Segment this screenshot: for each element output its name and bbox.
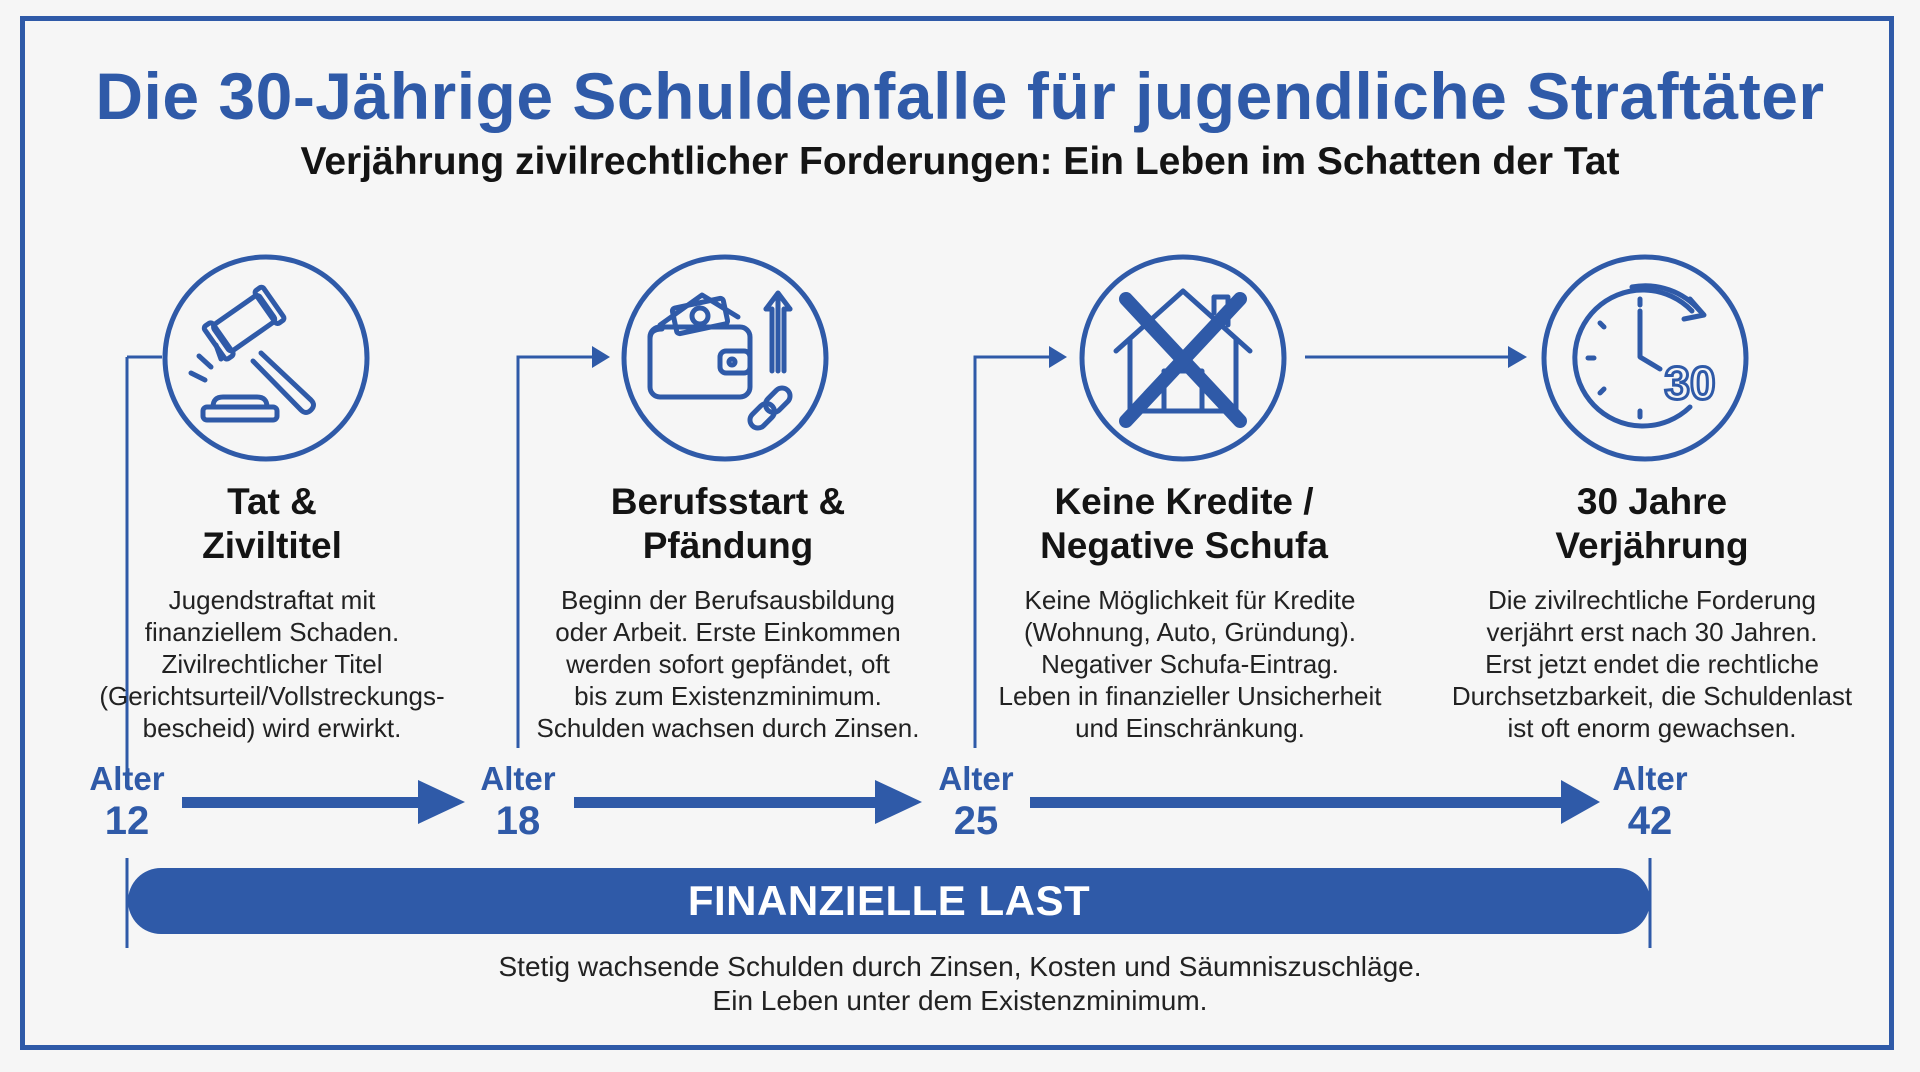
stage3-connector — [973, 355, 1055, 748]
stage3-description: Keine Möglichkeit für Kredite (Wohnung, … — [998, 585, 1382, 743]
wallet-chain-icon — [620, 253, 830, 463]
stage2-title: Berufsstart & Pfändung — [610, 481, 846, 566]
page-subtitle: Verjährung zivilrechtlicher Forderungen:… — [300, 140, 1620, 183]
crossed-house-icon — [1078, 253, 1288, 463]
stage2-connector — [516, 355, 598, 748]
age-arrow-18-25 — [574, 780, 922, 824]
stage2-arrowhead — [592, 346, 610, 368]
stage4-title: 30 Jahre Verjährung — [1555, 481, 1749, 566]
stage2-description: Beginn der Berufsausbildung oder Arbeit.… — [536, 585, 920, 743]
stage1-title: Tat & Ziviltitel — [202, 481, 342, 566]
age-label-25: Alter 25 — [938, 760, 1014, 843]
infographic-frame — [20, 16, 1894, 1050]
stage3-arrowhead — [1049, 346, 1067, 368]
stage3-title: Keine Kredite / Negative Schufa — [1040, 481, 1328, 566]
age-arrow-12-18 — [182, 780, 465, 824]
financial-burden-description: Stetig wachsende Schulden durch Zinsen, … — [498, 951, 1422, 1016]
clock-number: 30 — [1664, 357, 1715, 409]
stage4-arrowhead — [1508, 346, 1527, 368]
age-arrow-25-42 — [1030, 780, 1600, 824]
financial-burden-bar: FINANZIELLE LAST — [128, 868, 1650, 934]
age-label-12: Alter 12 — [89, 760, 165, 843]
age-label-18: Alter 18 — [480, 760, 556, 843]
gavel-icon — [161, 253, 371, 463]
stage4-description: Die zivilrechtliche Forderung verjährt e… — [1451, 585, 1853, 743]
financial-burden-label: FINANZIELLE LAST — [687, 877, 1091, 924]
clock-30-icon: 30 — [1540, 253, 1750, 463]
stage1-description: Jugendstraftat mit finanziellem Schaden.… — [99, 585, 445, 743]
age-label-42: Alter 42 — [1612, 760, 1688, 843]
page-title: Die 30-Jährige Schuldenfalle für jugendl… — [95, 59, 1825, 133]
